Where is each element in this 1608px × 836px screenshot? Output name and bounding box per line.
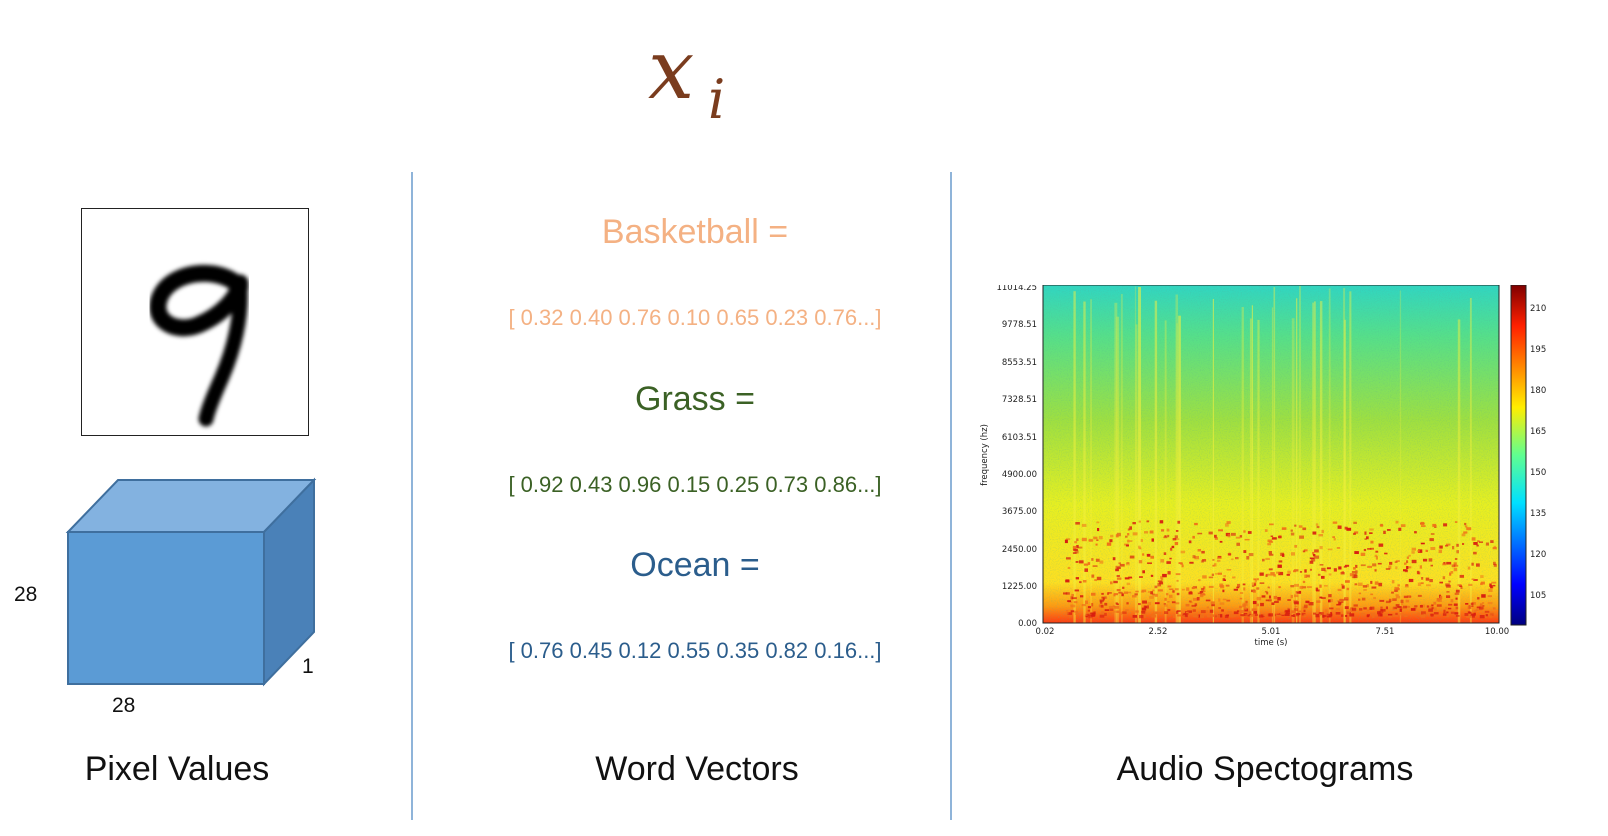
formula-subscript: i xyxy=(708,68,725,128)
caption-pixel-values: Pixel Values xyxy=(84,750,270,788)
handwritten-digit xyxy=(149,264,249,427)
x-tick: 0.02 xyxy=(1036,627,1055,637)
word-grass-label: Grass = xyxy=(635,380,755,418)
colorbar-tick: 165 xyxy=(1530,427,1546,437)
colorbar-ticks: 210 195 180 165 150 135 120 105 xyxy=(1530,304,1546,601)
cube-width-label: 28 xyxy=(112,694,136,717)
x-tick: 2.52 xyxy=(1149,627,1168,637)
x-tick: 7.51 xyxy=(1376,627,1395,637)
digit-image-frame xyxy=(81,208,309,436)
divider-right xyxy=(950,172,952,820)
spectrogram-figure: 11014.25 9778.51 8553.51 7328.51 6103.51… xyxy=(980,285,1546,648)
colorbar-tick: 120 xyxy=(1530,550,1546,560)
tensor-cube xyxy=(65,477,317,687)
y-tick: 1225.00 xyxy=(1002,582,1037,592)
y-tick: 9778.51 xyxy=(1002,320,1037,330)
spectrogram-bands xyxy=(1063,286,1497,623)
y-tick: 8553.51 xyxy=(1002,358,1037,368)
caption-audio-spectrograms: Audio Spectograms xyxy=(1116,750,1414,788)
y-tick: 3675.00 xyxy=(1002,507,1037,517)
colorbar xyxy=(1510,285,1527,626)
word-ocean-label: Ocean = xyxy=(630,546,760,584)
y-axis-label: frequency (hz) xyxy=(980,424,990,486)
formula-xi: x i xyxy=(648,23,725,128)
y-tick: 11014.25 xyxy=(996,285,1037,293)
cube-height-label: 28 xyxy=(14,583,38,606)
x-axis-label: time (s) xyxy=(1255,638,1288,648)
cube-depth-label: 1 xyxy=(302,655,314,678)
formula-symbol: x xyxy=(648,23,694,118)
cube-front-face xyxy=(67,531,265,685)
x-axis: 0.02 2.52 5.01 7.51 10.00 time (s) xyxy=(1036,627,1510,648)
y-tick: 6103.51 xyxy=(1002,433,1037,443)
colorbar-tick: 180 xyxy=(1530,386,1546,396)
colorbar-tick: 210 xyxy=(1530,304,1546,314)
y-tick: 0.00 xyxy=(1018,619,1037,629)
word-basketball-label: Basketball = xyxy=(601,213,789,251)
x-tick: 5.01 xyxy=(1262,627,1281,637)
y-tick: 4900.00 xyxy=(1002,470,1037,480)
word-ocean-vector: [ 0.76 0.45 0.12 0.55 0.35 0.82 0.16...] xyxy=(508,638,882,663)
colorbar-tick: 150 xyxy=(1530,468,1546,478)
y-axis: 11014.25 9778.51 8553.51 7328.51 6103.51… xyxy=(980,285,1037,629)
colorbar-tick: 195 xyxy=(1530,345,1546,355)
word-basketball-vector: [ 0.32 0.40 0.76 0.10 0.65 0.23 0.76...] xyxy=(508,305,882,330)
spectrogram-plot-border xyxy=(1042,285,1500,624)
colorbar-tick: 135 xyxy=(1530,509,1546,519)
x-tick: 10.00 xyxy=(1485,627,1509,637)
caption-word-vectors: Word Vectors xyxy=(595,750,799,788)
y-tick: 2450.00 xyxy=(1002,545,1037,555)
divider-left xyxy=(411,172,413,820)
y-tick: 7328.51 xyxy=(1002,395,1037,405)
colorbar-tick: 105 xyxy=(1530,591,1546,601)
word-grass-vector: [ 0.92 0.43 0.96 0.15 0.25 0.73 0.86...] xyxy=(508,472,882,497)
